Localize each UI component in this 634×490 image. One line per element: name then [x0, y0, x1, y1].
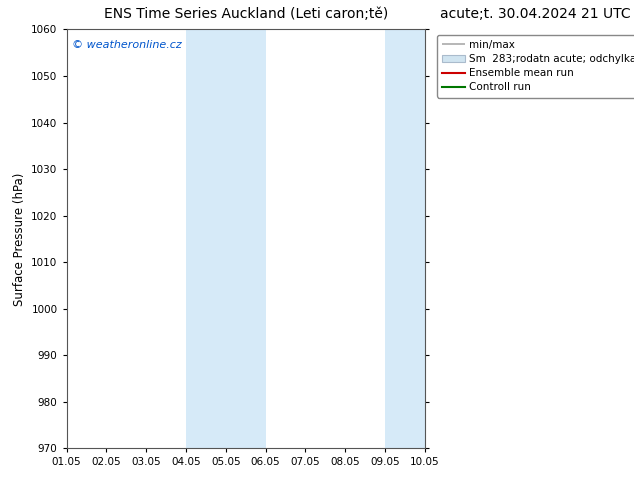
Legend: min/max, Sm  283;rodatn acute; odchylka, Ensemble mean run, Controll run: min/max, Sm 283;rodatn acute; odchylka, …: [437, 35, 634, 98]
Y-axis label: Surface Pressure (hPa): Surface Pressure (hPa): [13, 172, 26, 306]
Text: © weatheronline.cz: © weatheronline.cz: [72, 40, 182, 50]
Bar: [385, 29, 425, 448]
Text: ENS Time Series Auckland (Leti caron;tě): ENS Time Series Auckland (Leti caron;tě): [103, 7, 388, 22]
Text: acute;t. 30.04.2024 21 UTC: acute;t. 30.04.2024 21 UTC: [441, 7, 631, 22]
Bar: [186, 29, 266, 448]
